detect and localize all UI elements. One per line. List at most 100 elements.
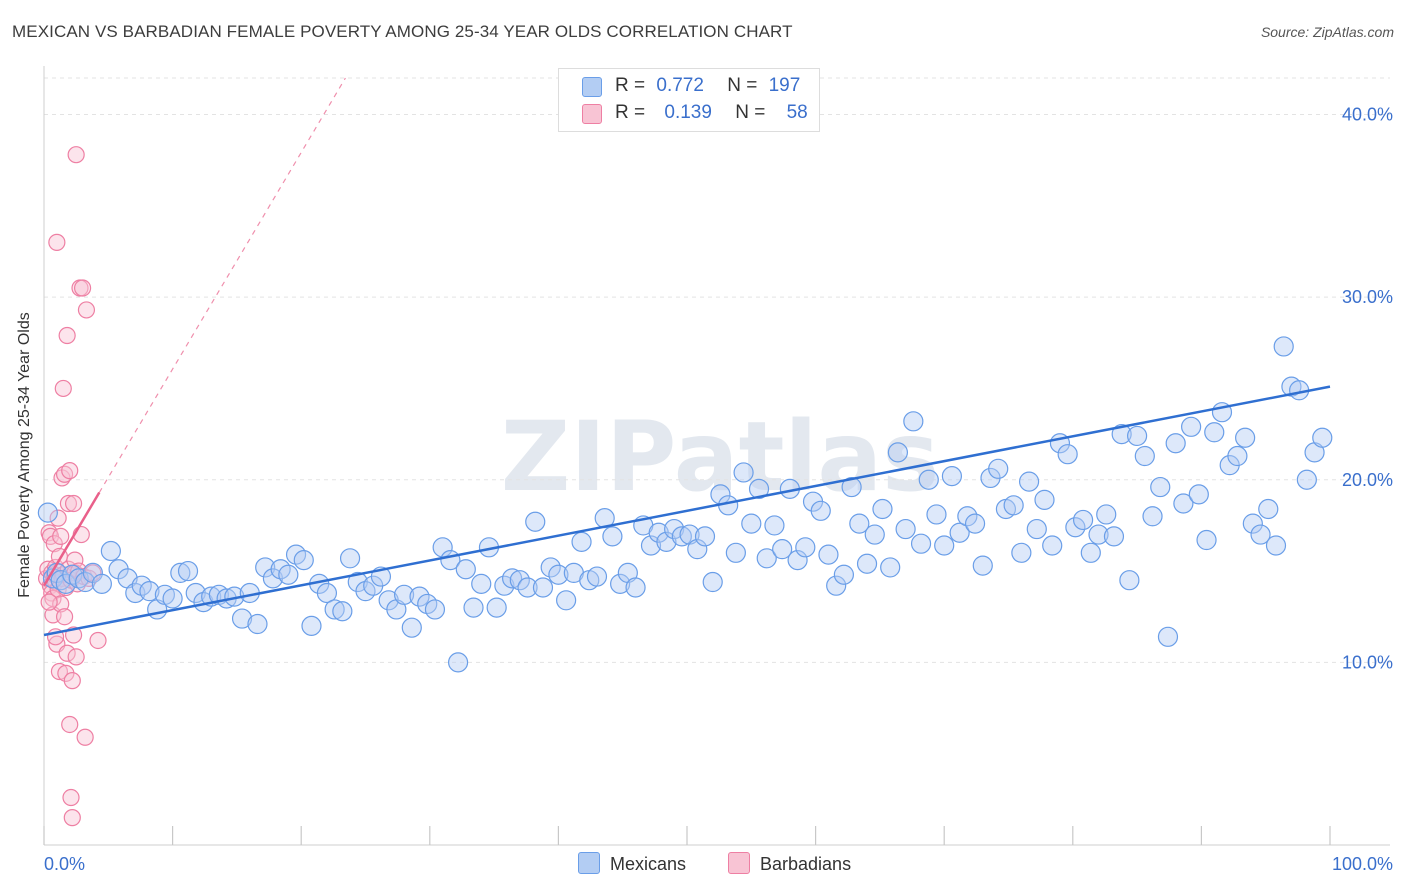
legend-r-value: 0.772 <box>656 75 704 96</box>
point-mexicans <box>1188 484 1209 505</box>
point-mexicans <box>949 522 970 543</box>
point-barbadians <box>40 593 58 611</box>
point-mexicans <box>177 560 199 582</box>
watermark: ZIPatlas <box>501 401 940 513</box>
point-mexicans <box>694 526 716 547</box>
point-mexicans <box>610 573 631 594</box>
point-mexicans <box>1196 529 1217 551</box>
point-mexicans <box>316 582 338 604</box>
point-barbadians <box>77 301 96 319</box>
point-mexicans <box>602 526 623 547</box>
point-mexicans <box>1065 517 1086 538</box>
point-mexicans <box>1150 476 1171 498</box>
point-mexicans <box>926 504 947 525</box>
point-mexicans <box>324 599 345 620</box>
point-mexicans <box>1242 513 1263 534</box>
x-tick-label: 0.0% <box>44 854 85 874</box>
point-mexicans <box>671 526 692 547</box>
point-mexicans <box>463 597 484 618</box>
point-mexicans <box>540 557 561 578</box>
legend-r-value: 0.139 <box>664 102 712 123</box>
bottom-legend-swatch-blue <box>578 852 600 874</box>
point-mexicans <box>339 548 361 569</box>
point-mexicans <box>1011 542 1032 563</box>
point-mexicans <box>517 577 538 598</box>
point-mexicans <box>1296 469 1317 490</box>
legend-n-value: 197 <box>768 75 801 96</box>
point-mexicans <box>293 550 314 571</box>
point-barbadians <box>49 509 67 527</box>
point-mexicans <box>903 411 924 432</box>
point-barbadians <box>59 494 78 513</box>
point-mexicans <box>1204 422 1225 443</box>
point-barbadians <box>66 551 84 569</box>
point-mexicans <box>1273 336 1294 357</box>
point-mexicans <box>1126 425 1148 447</box>
point-mexicans <box>447 652 469 673</box>
stats-legend: R = 0.772 N = 197 R = 0.139 N = 58 <box>558 68 820 132</box>
point-mexicans <box>1181 416 1202 437</box>
point-mexicans <box>1235 427 1256 448</box>
point-mexicans <box>548 564 569 585</box>
point-barbadians <box>63 672 81 690</box>
point-mexicans <box>918 469 939 490</box>
point-mexicans <box>586 566 608 587</box>
point-mexicans <box>494 575 515 596</box>
point-barbadians <box>63 809 81 827</box>
point-mexicans <box>787 550 808 571</box>
point-mexicans <box>895 518 916 540</box>
point-mexicans <box>62 564 83 585</box>
point-barbadians <box>52 527 70 545</box>
point-mexicans <box>37 502 58 523</box>
point-mexicans <box>1258 498 1279 520</box>
point-mexicans <box>1157 626 1179 647</box>
point-mexicans <box>1003 495 1024 516</box>
point-mexicans <box>741 513 762 534</box>
point-mexicans <box>139 581 160 602</box>
point-barbadians <box>62 788 80 807</box>
point-mexicans <box>748 478 770 499</box>
point-mexicans <box>1026 518 1047 540</box>
point-mexicans <box>687 539 708 560</box>
point-mexicans <box>887 442 909 463</box>
point-barbadians <box>58 326 76 345</box>
point-mexicans <box>231 608 253 629</box>
chart-title: MEXICAN VS BARBADIAN FEMALE POVERTY AMON… <box>12 22 793 41</box>
point-mexicans <box>1088 524 1109 545</box>
point-mexicans <box>1018 471 1040 492</box>
point-barbadians <box>67 146 85 164</box>
point-barbadians <box>61 715 79 734</box>
point-mexicans <box>910 533 932 554</box>
y-tick-label: 30.0% <box>1342 287 1393 307</box>
point-mexicans <box>849 513 870 534</box>
bottom-legend-label-mexicans: Mexicans <box>610 854 687 874</box>
point-mexicans <box>471 573 492 594</box>
point-mexicans <box>833 564 854 585</box>
point-mexicans <box>162 588 183 609</box>
legend-r-label: R = <box>615 75 646 96</box>
point-barbadians <box>64 494 83 513</box>
point-barbadians <box>89 631 107 650</box>
point-mexicans <box>972 555 993 576</box>
trend-line-mexicans <box>43 385 1331 637</box>
legend-swatch-pink <box>582 104 602 124</box>
point-mexicans <box>1165 433 1186 454</box>
trend-line-barbadians <box>42 491 101 587</box>
point-mexicans <box>733 462 754 483</box>
point-mexicans <box>1096 504 1117 525</box>
point-mexicans <box>880 557 901 578</box>
point-mexicans <box>278 564 299 585</box>
point-barbadians <box>58 644 76 662</box>
point-barbadians <box>50 662 69 681</box>
legend-n-label: N = <box>727 75 758 96</box>
legend-n-label: N = <box>735 102 766 123</box>
point-mexicans <box>856 553 878 574</box>
point-mexicans <box>1173 493 1194 514</box>
point-mexicans <box>957 506 978 527</box>
point-mexicans <box>1119 570 1140 591</box>
point-mexicans <box>934 535 955 556</box>
point-barbadians <box>61 462 79 480</box>
point-mexicans <box>725 542 746 563</box>
point-mexicans <box>1103 526 1125 547</box>
